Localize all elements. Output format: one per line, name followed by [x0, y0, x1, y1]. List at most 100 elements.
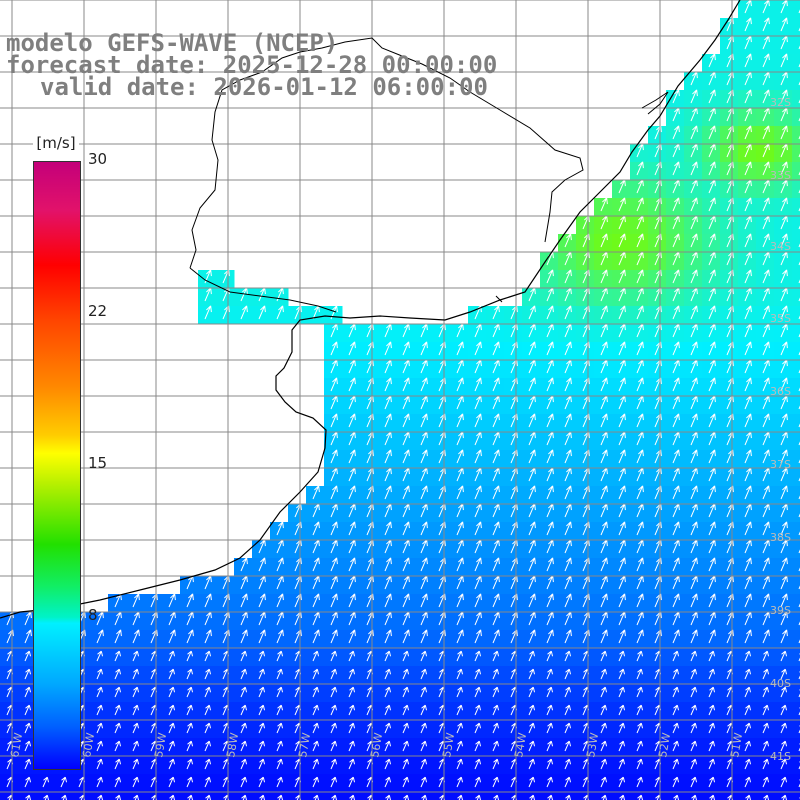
wind-cell [774, 486, 793, 505]
wind-arrow [546, 575, 554, 590]
wind-arrow [456, 413, 464, 428]
wind-arrow [618, 341, 626, 356]
wind-cell [342, 432, 361, 451]
wind-arrow [780, 557, 788, 572]
wind-cell [774, 126, 793, 145]
wind-cell [594, 378, 613, 397]
wind-cell [180, 720, 199, 739]
wind-cell [702, 792, 721, 800]
wind-cell [702, 90, 721, 109]
wind-arrow [600, 593, 608, 608]
wind-arrow [528, 521, 536, 536]
wind-arrow [744, 611, 752, 626]
wind-cell [486, 540, 505, 559]
wind-cell [738, 774, 757, 793]
wind-arrow [384, 359, 392, 374]
wind-cell [378, 558, 397, 577]
wind-arrow [492, 668, 500, 680]
wind-cell [342, 684, 361, 703]
wind-cell [612, 180, 631, 199]
wind-cell [720, 324, 739, 343]
wind-cell [558, 522, 577, 541]
wind-cell [756, 558, 775, 577]
wind-cell [666, 288, 685, 307]
wind-arrow [384, 449, 392, 464]
wind-cell [756, 540, 775, 559]
wind-arrow [708, 521, 716, 536]
wind-arrow [204, 305, 212, 320]
wind-cell [612, 306, 631, 325]
wind-arrow [762, 557, 770, 572]
wind-arrow [492, 650, 500, 662]
wind-arrow [708, 722, 716, 734]
wind-cell [378, 432, 397, 451]
wind-cell [342, 342, 361, 361]
wind-arrow [744, 686, 752, 698]
wind-arrow [204, 287, 212, 302]
wind-cell [342, 522, 361, 541]
wind-arrow [780, 722, 788, 734]
wind-arrow [780, 53, 788, 68]
wind-arrow [528, 467, 536, 482]
wind-arrow [690, 197, 698, 212]
wind-arrow [240, 287, 248, 302]
wind-cell [720, 612, 739, 631]
wind-cell [756, 288, 775, 307]
wind-cell [540, 324, 559, 343]
wind-arrow [780, 686, 788, 698]
wind-arrow [43, 794, 49, 800]
wind-cell [360, 756, 379, 775]
wind-arrow [402, 341, 410, 356]
wind-cell [720, 576, 739, 595]
wind-cell [486, 306, 505, 325]
wind-cell [612, 702, 631, 721]
wind-arrow [708, 686, 716, 698]
wind-cell [252, 684, 271, 703]
wind-arrow [474, 557, 482, 572]
wind-arrow [528, 611, 536, 626]
wind-cell [342, 648, 361, 667]
wind-arrow [384, 521, 392, 536]
wind-arrow [546, 686, 554, 698]
wind-cell [414, 648, 433, 667]
wind-arrow [349, 794, 355, 800]
wind-arrow [456, 359, 464, 374]
wind-arrow [474, 377, 482, 392]
wind-cell [666, 702, 685, 721]
wind-arrow [744, 215, 752, 230]
wind-cell [144, 702, 163, 721]
wind-cell [684, 342, 703, 361]
wind-cell [414, 360, 433, 379]
wind-arrow [708, 377, 716, 392]
wind-arrow [780, 341, 788, 356]
wind-cell [774, 630, 793, 649]
wind-arrow [420, 503, 428, 518]
wind-arrow [763, 794, 769, 800]
wind-arrow [672, 341, 680, 356]
wind-cell [684, 792, 703, 800]
wind-cell [684, 774, 703, 793]
wind-arrow [618, 485, 626, 500]
colorbar-tick-30: 30 [88, 150, 108, 168]
wind-cell [738, 540, 757, 559]
wind-cell [666, 468, 685, 487]
wind-cell [702, 702, 721, 721]
wind-arrow [690, 341, 698, 356]
wind-cell [90, 720, 109, 739]
wind-arrow [276, 539, 284, 554]
longitude-label: 55W [440, 732, 457, 759]
wind-arrow [546, 431, 554, 446]
wind-cell [738, 378, 757, 397]
wind-arrow [546, 503, 554, 518]
wind-cell [648, 342, 667, 361]
wind-cell [450, 774, 469, 793]
wind-arrow [420, 431, 428, 446]
wind-arrow [456, 431, 464, 446]
wind-arrow [762, 215, 770, 230]
wind-cell [396, 630, 415, 649]
wind-arrow [744, 269, 752, 284]
wind-arrow [492, 539, 500, 554]
wind-cell [486, 378, 505, 397]
wind-arrow [474, 341, 482, 356]
